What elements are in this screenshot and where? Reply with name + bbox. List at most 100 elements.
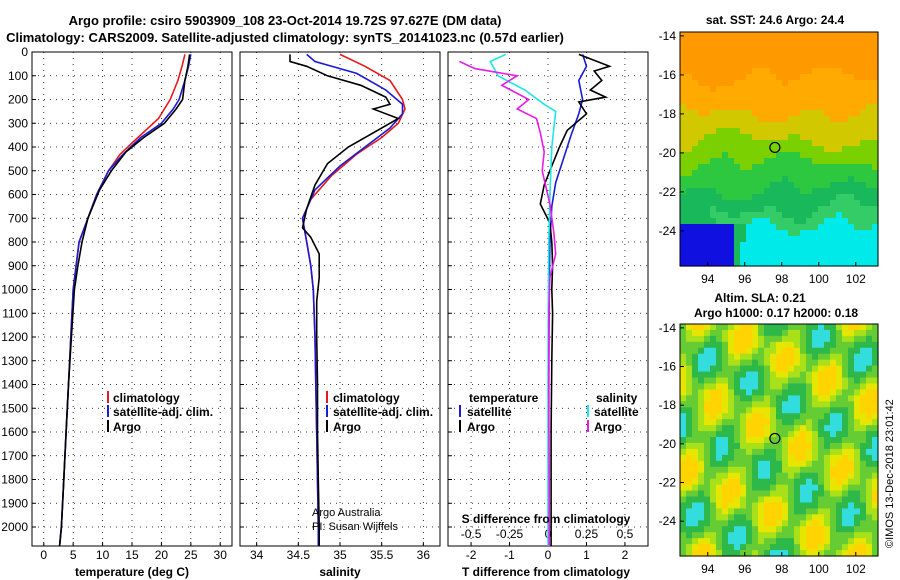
map-cell [680, 104, 687, 111]
map-cell [710, 442, 717, 450]
map-cell [716, 437, 723, 444]
map-cell [854, 401, 861, 408]
map-cell [770, 520, 777, 527]
map-cell [818, 116, 825, 123]
map-cell [752, 122, 759, 129]
map-cell [764, 484, 771, 492]
map-cell [680, 472, 687, 480]
map-cell [818, 347, 825, 355]
map-cell [746, 140, 753, 147]
map-cell [806, 490, 813, 498]
map-cell [836, 194, 843, 201]
map-cell [734, 86, 741, 93]
map-cell [812, 371, 819, 379]
map-cell [854, 442, 861, 450]
map-cell [686, 128, 693, 135]
map-cell [758, 260, 765, 267]
map-cell [782, 520, 789, 527]
map-cell [764, 32, 771, 39]
map-cell [830, 152, 837, 159]
map-cell [722, 335, 729, 343]
map-cell [788, 431, 795, 438]
map-cell [848, 242, 855, 249]
map-cell [872, 170, 879, 177]
map-cell [716, 532, 723, 539]
map-cell [680, 383, 687, 391]
map-cell [800, 206, 807, 213]
map-cell [692, 92, 699, 99]
map-cell [848, 212, 855, 219]
map-cell [746, 110, 753, 117]
map-cell [734, 448, 741, 456]
map-cell [764, 365, 771, 373]
map-cell [842, 478, 849, 486]
map-cell [788, 164, 795, 171]
map-cell [788, 544, 795, 551]
map-cell [734, 134, 741, 141]
map-cell [824, 550, 831, 557]
map-cell [818, 454, 825, 462]
map-cell [848, 218, 855, 225]
map-cell [722, 134, 729, 141]
map-cell [848, 431, 855, 438]
map-cell [818, 74, 825, 81]
map-cell [746, 242, 753, 249]
map-cell [800, 520, 807, 527]
map-cell [686, 437, 693, 444]
map-cell [680, 140, 687, 147]
map-cell [794, 490, 801, 498]
map-cell [842, 407, 849, 414]
map-cell [734, 502, 741, 510]
map-cell [854, 508, 861, 515]
map-cell [758, 248, 765, 255]
map-cell [872, 134, 879, 141]
map-cell [722, 544, 729, 551]
map-lat-label: -14 [659, 321, 677, 335]
map-cell [860, 170, 867, 177]
map-cell [842, 206, 849, 213]
map-cell [710, 38, 717, 45]
map-cell [728, 236, 735, 243]
map-cell [854, 50, 861, 57]
map-cell [848, 389, 855, 396]
map-cell [866, 56, 873, 63]
map-cell [692, 389, 699, 396]
map-cell [854, 128, 861, 135]
map-cell [860, 437, 867, 444]
map-cell [722, 413, 729, 420]
map-cell [710, 224, 717, 231]
map-cell [692, 496, 699, 504]
map-cell [692, 152, 699, 159]
map-cell [854, 478, 861, 486]
map-cell [752, 170, 759, 177]
map-cell [758, 146, 765, 153]
map-cell [722, 194, 729, 201]
map-cell [764, 44, 771, 51]
map-cell [818, 448, 825, 456]
map-cell [716, 50, 723, 57]
map-cell [782, 158, 789, 165]
map-cell [728, 50, 735, 57]
map-cell [842, 359, 849, 367]
map-cell [812, 472, 819, 480]
map-cell [692, 532, 699, 539]
map-lon-label: 96 [738, 562, 752, 576]
map-cell [842, 466, 849, 474]
map-cell [800, 140, 807, 147]
map-cell [842, 128, 849, 135]
map-cell [854, 359, 861, 367]
map-cell [794, 104, 801, 111]
map-cell [842, 212, 849, 219]
map-cell [824, 526, 831, 533]
map-cell [866, 194, 873, 201]
map-cell [704, 188, 711, 195]
map-cell [734, 230, 741, 237]
map-cell [692, 514, 699, 521]
map-cell [806, 248, 813, 255]
map-cell [872, 407, 879, 414]
map-cell [866, 212, 873, 219]
map-cell [776, 442, 783, 450]
map-cell [752, 80, 759, 87]
map-cell [866, 122, 873, 129]
map-cell [776, 224, 783, 231]
